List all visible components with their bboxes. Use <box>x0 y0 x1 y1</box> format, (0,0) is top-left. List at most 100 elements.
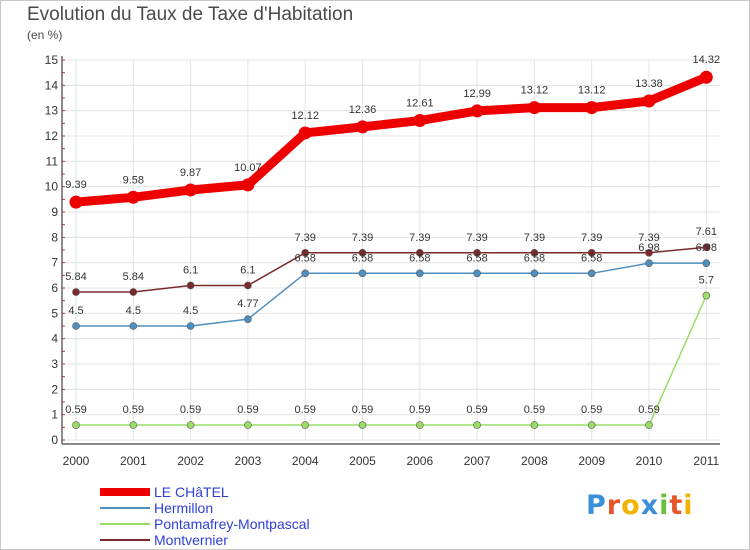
data-label: 12.99 <box>463 88 491 100</box>
data-point <box>642 94 656 108</box>
legend-swatch <box>100 507 150 509</box>
x-tick-label: 2000 <box>63 454 90 468</box>
data-point <box>72 288 80 296</box>
data-label: 13.12 <box>578 85 606 97</box>
data-point <box>645 248 653 257</box>
x-tick-label: 2002 <box>177 454 204 468</box>
x-tick-label: 2011 <box>693 454 719 468</box>
y-tick-label: 8 <box>51 230 58 244</box>
data-point <box>645 259 653 267</box>
y-tick-label: 13 <box>45 104 59 118</box>
data-point <box>415 269 424 278</box>
data-label: 10.07 <box>234 162 262 174</box>
legend-swatch <box>100 523 150 525</box>
data-point <box>702 243 711 252</box>
data-label: 0.59 <box>524 404 545 416</box>
data-point <box>186 322 195 330</box>
legend-swatch <box>100 539 150 541</box>
data-label: 0.59 <box>638 404 659 416</box>
logo-letter: o <box>621 490 641 521</box>
series-line-0 <box>75 73 709 207</box>
data-point <box>702 259 711 267</box>
data-label: 0.59 <box>466 404 487 416</box>
x-tick-label: 2010 <box>636 454 663 468</box>
y-tick-label: 7 <box>51 256 58 270</box>
data-point <box>358 248 367 257</box>
legend-swatch <box>100 488 150 496</box>
data-label: 9.87 <box>180 167 201 179</box>
x-tick-label: 2007 <box>464 454 491 468</box>
data-point <box>298 126 312 140</box>
data-label: 6.58 <box>581 252 602 264</box>
y-tick-label: 12 <box>45 129 59 143</box>
x-tick-label: 2009 <box>578 454 605 468</box>
legend-label: Pontamafrey-Montpascal <box>154 516 310 532</box>
y-tick-label: 4 <box>51 332 58 346</box>
data-label: 6.1 <box>183 264 198 276</box>
x-tick-label: 2006 <box>406 454 433 468</box>
data-label: 7.39 <box>466 232 487 244</box>
data-label: 7.39 <box>581 232 602 244</box>
data-point <box>473 421 481 429</box>
data-point <box>527 101 541 115</box>
data-point <box>358 421 367 429</box>
data-point <box>413 114 427 128</box>
legend-item: Hermillon <box>100 500 420 516</box>
data-point <box>415 248 424 257</box>
data-label: 0.59 <box>123 404 144 416</box>
chart-subtitle: (en %) <box>27 28 63 42</box>
data-label: 4.77 <box>237 298 258 310</box>
x-tick-label: 2004 <box>292 454 319 468</box>
chart-title: Evolution du Taux de Taxe d'Habitation <box>27 4 354 25</box>
data-label: 0.59 <box>237 404 258 416</box>
data-label: 5.7 <box>699 275 714 287</box>
data-label: 13.38 <box>635 78 663 90</box>
data-point <box>241 178 255 192</box>
data-label: 6.58 <box>352 252 373 264</box>
data-label: 12.36 <box>349 104 377 116</box>
data-label: 7.39 <box>638 232 659 244</box>
data-label: 6.98 <box>638 242 659 254</box>
data-label: 5.84 <box>123 271 144 283</box>
data-label: 0.59 <box>180 404 201 416</box>
series-line-2 <box>76 295 707 426</box>
data-point <box>244 421 252 429</box>
data-point <box>702 291 711 300</box>
data-point <box>186 421 195 429</box>
legend-label: LE CHâTEL <box>154 484 229 500</box>
data-point <box>184 183 198 197</box>
legend-item: Pontamafrey-Montpascal <box>100 516 420 532</box>
data-point <box>587 421 596 429</box>
data-label: 12.61 <box>406 98 434 110</box>
y-tick-label: 3 <box>51 357 58 371</box>
legend-label: Montvernier <box>154 532 228 548</box>
x-tick-label: 2003 <box>235 454 262 468</box>
data-label: 9.58 <box>123 174 144 186</box>
y-tick-label: 1 <box>51 408 58 422</box>
data-point <box>356 120 369 134</box>
data-label: 7.39 <box>409 232 430 244</box>
data-point <box>587 269 596 278</box>
data-label: 6.98 <box>696 242 717 254</box>
legend-item: LE CHâTEL <box>100 484 420 500</box>
data-label: 13.12 <box>521 85 549 97</box>
data-point <box>415 421 424 429</box>
logo-letter: r <box>606 490 622 521</box>
data-point <box>72 322 80 330</box>
data-label: 6.58 <box>294 252 315 264</box>
data-label: 6.58 <box>466 252 487 264</box>
legend-item: Montvernier <box>100 532 420 548</box>
data-label: 0.59 <box>352 404 373 416</box>
data-point <box>126 190 140 204</box>
data-point <box>186 281 195 290</box>
data-point <box>699 70 713 84</box>
y-tick-label: 0 <box>51 433 58 447</box>
data-label: 12.12 <box>291 110 319 122</box>
data-point <box>129 421 138 429</box>
series-line-3 <box>76 246 707 293</box>
data-point <box>301 421 310 429</box>
y-tick-label: 15 <box>45 53 59 67</box>
data-label: 9.39 <box>65 179 86 191</box>
